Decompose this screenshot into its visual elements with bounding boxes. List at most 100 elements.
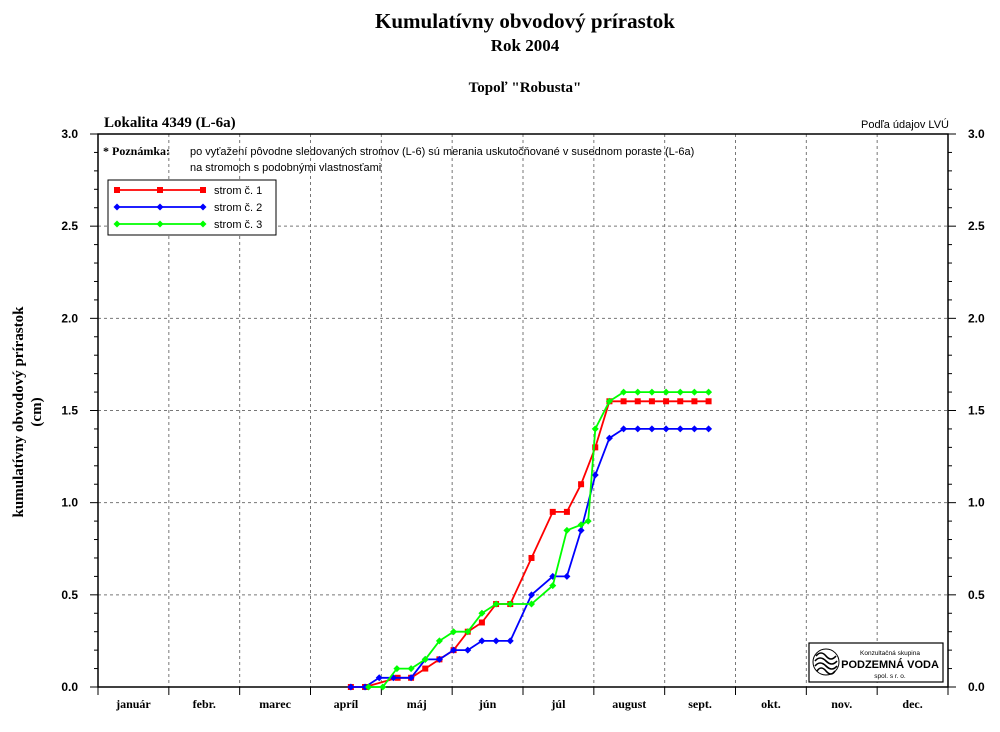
data-point [577, 526, 585, 534]
data-point [662, 388, 670, 396]
month-label: apríl [334, 697, 359, 711]
data-point [577, 521, 585, 529]
chart-location: Lokalita 4349 (L-6a) [104, 115, 236, 131]
month-label: júl [550, 697, 566, 711]
y-tick-label-right: 3.0 [968, 127, 985, 141]
data-point [563, 572, 571, 580]
data-point [365, 683, 373, 691]
month-label: febr. [193, 697, 216, 711]
data-point [407, 665, 415, 673]
data-point [450, 628, 458, 636]
legend-marker [199, 203, 207, 211]
data-point [591, 471, 599, 479]
data-point [361, 683, 369, 691]
data-point [620, 398, 627, 405]
data-point [435, 655, 443, 663]
data-point [450, 646, 458, 654]
note-label: * Poznámka: [103, 144, 170, 158]
data-point [393, 665, 401, 673]
series-2 [347, 425, 713, 691]
data-point [591, 425, 599, 433]
y-axis-label-1: kumulatívny obvodový prírastok [11, 306, 27, 518]
data-point [492, 600, 500, 608]
data-point [634, 425, 642, 433]
y-ticks-left: 0.0 0.5 1.0 1.5 2.0 2.5 3.0 [61, 127, 78, 694]
legend-marker [156, 203, 164, 211]
data-point [691, 398, 698, 405]
data-point [549, 582, 557, 590]
y-tick-label-right: 0.0 [968, 680, 985, 694]
data-point [478, 637, 486, 645]
month-label: okt. [761, 697, 781, 711]
data-point [584, 517, 592, 525]
data-point [648, 425, 656, 433]
month-label: január [115, 697, 151, 711]
axes [90, 133, 956, 695]
data-point [648, 388, 656, 396]
legend-label: strom č. 1 [214, 185, 262, 197]
data-point [563, 508, 570, 515]
data-point [662, 425, 670, 433]
data-point [605, 397, 613, 405]
legend-marker [156, 220, 164, 228]
data-point [528, 600, 535, 608]
y-tick-label-left: 3.0 [61, 127, 78, 141]
data-point [347, 683, 355, 691]
logo-line-1: Konzultačná skupina [860, 650, 920, 657]
month-label: nov. [831, 697, 852, 711]
data-point [379, 683, 387, 691]
data-point [677, 398, 684, 405]
data-point [620, 425, 628, 433]
month-labels: január febr. marec apríl máj jún júl august sept… [115, 697, 923, 711]
legend: strom č. 1 strom č. 2 strom č. 3 [107, 179, 277, 236]
data-point [528, 554, 535, 561]
legend-marker [200, 187, 206, 193]
y-tick-label-left: 2.0 [61, 311, 78, 325]
data-point [578, 481, 585, 488]
data-point [421, 655, 429, 663]
data-point [705, 398, 712, 405]
month-label: máj [407, 697, 427, 711]
legend-label: strom č. 2 [214, 202, 262, 214]
series-layer [347, 388, 713, 691]
data-point [407, 674, 415, 682]
data-point [549, 508, 556, 515]
y-axis-label-2: (cm) [29, 397, 45, 426]
series-line [350, 400, 709, 688]
data-point [634, 388, 642, 396]
data-point [690, 425, 698, 433]
legend-marker [157, 187, 163, 193]
legend-marker [199, 220, 207, 228]
month-label: sept. [688, 697, 712, 711]
data-point [422, 665, 429, 672]
data-point [592, 444, 599, 451]
y-tick-label-left: 1.5 [61, 404, 78, 418]
chart-title: Kumulatívny obvodový prírastok [375, 9, 675, 33]
data-point [634, 398, 641, 405]
data-point [435, 637, 443, 645]
data-point [528, 591, 535, 599]
source-note: Podľa údajov LVÚ [861, 118, 949, 131]
logo-line-2: PODZEMNÁ VODA [841, 658, 939, 671]
chart-subtitle: Rok 2004 [491, 36, 560, 55]
data-point [464, 628, 472, 636]
y-tick-label-left: 1.0 [61, 496, 78, 510]
data-point [620, 388, 628, 396]
month-label: jún [478, 697, 497, 711]
logo-line-3: spol. s r. o. [874, 673, 906, 680]
data-point [492, 637, 500, 645]
month-label: marec [259, 697, 291, 711]
month-label: august [612, 697, 646, 711]
series-1 [347, 398, 712, 690]
plot-frame [97, 133, 949, 688]
series-3 [365, 388, 713, 691]
y-ticks-right: 0.0 0.5 1.0 1.5 2.0 2.5 3.0 [968, 127, 985, 694]
data-point [506, 600, 514, 608]
data-point [676, 388, 684, 396]
note-line-2: na stromoch s podobnými vlastnosťami [190, 162, 381, 174]
chart-species: Topoľ "Robusta" [469, 80, 582, 96]
y-tick-label-right: 1.5 [968, 404, 985, 418]
month-label: dec. [902, 697, 922, 711]
data-point [705, 388, 713, 396]
